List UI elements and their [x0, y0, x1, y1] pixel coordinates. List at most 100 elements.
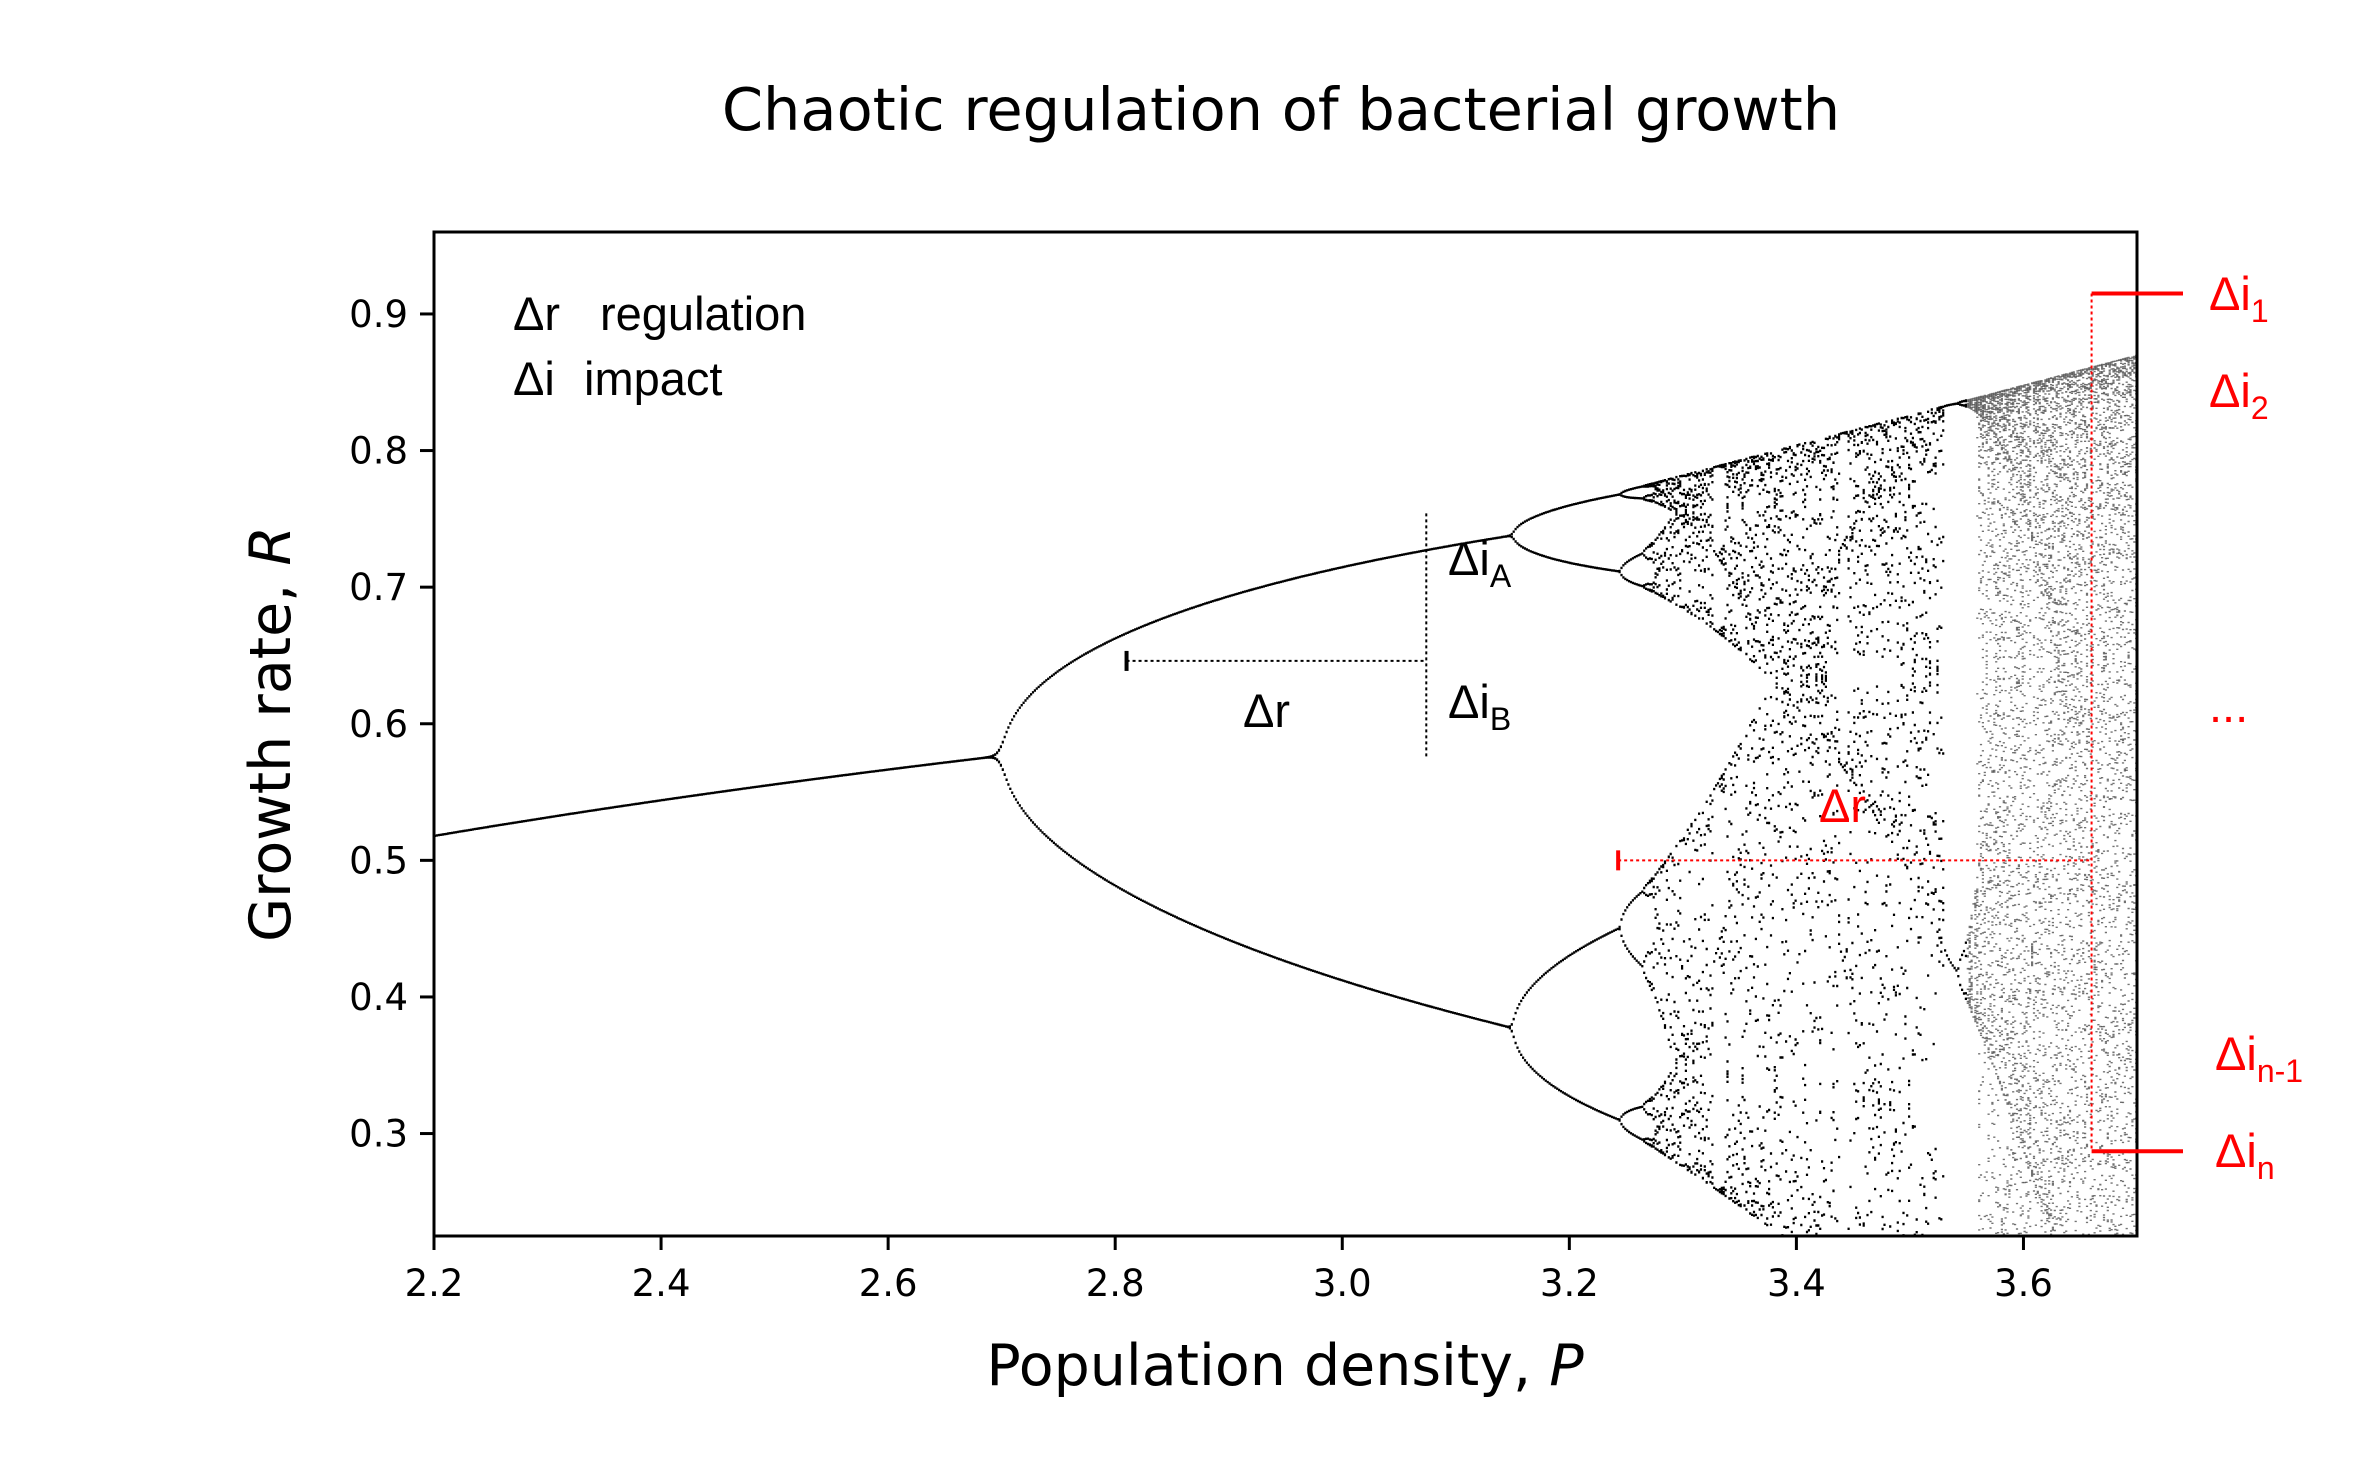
data-point [1563, 505, 1566, 1095]
data-point [1251, 588, 1254, 951]
data-point [1243, 590, 1247, 948]
data-point [1578, 501, 1581, 1104]
data-point [2025, 384, 2028, 1234]
data-point [1887, 425, 1890, 1192]
data-point [1798, 443, 1801, 956]
data-point [1628, 488, 1631, 1134]
red-delta-in1-main: Δi [2215, 1027, 2257, 1080]
data-point [1323, 570, 1326, 976]
data-point [1559, 506, 1563, 1093]
data-point [1472, 540, 1475, 1020]
x-tick-label: 2.6 [859, 1262, 918, 1305]
data-point [1824, 437, 1827, 1182]
data-point [1117, 635, 1120, 889]
data-point [1715, 465, 1718, 1191]
data-point [1170, 614, 1173, 916]
data-point [1930, 408, 1933, 1161]
data-point [1637, 486, 1640, 1139]
data-point [1365, 560, 1368, 989]
x-tick-label: 3.2 [1540, 1262, 1599, 1305]
data-point [1166, 615, 1169, 915]
red-delta-i2-sub: 2 [2251, 390, 2269, 426]
data-point [1185, 608, 1188, 923]
data-point [2000, 390, 2003, 1233]
data-point [1688, 473, 1691, 1171]
data-point [2085, 368, 2089, 1224]
data-point [1548, 510, 1551, 1085]
data-point [2099, 364, 2102, 1232]
x-tick-label: 2.8 [1086, 1262, 1145, 1305]
data-point [1908, 418, 1911, 1202]
data-point [2040, 380, 2043, 1228]
legend-line-1-word: regulation [600, 287, 806, 340]
data-point [1444, 545, 1447, 1012]
data-point [1995, 391, 1998, 1234]
data-point [2104, 362, 2107, 1236]
red-delta-in1-sub: n-1 [2257, 1053, 2303, 1089]
data-point [1156, 619, 1159, 910]
data-point [1771, 454, 1774, 1218]
data-point [1436, 546, 1440, 1010]
data-point [1476, 539, 1479, 1021]
data-point [1179, 610, 1182, 921]
data-point [1319, 570, 1322, 975]
data-point [2048, 377, 2051, 1223]
data-point [2051, 377, 2054, 1231]
data-point [2067, 373, 2070, 1221]
data-point [1113, 637, 1116, 887]
red-delta-in-label: Δin [2215, 1124, 2275, 1186]
data-point [1045, 679, 1048, 838]
data-point [1353, 563, 1356, 986]
data-point [1060, 667, 1063, 851]
data-point [2004, 389, 2007, 1231]
data-point [1062, 666, 1065, 852]
data-point [1843, 431, 1846, 973]
data-point [1550, 509, 1553, 1087]
data-point [1215, 598, 1218, 937]
data-point [1718, 464, 1721, 1194]
data-point [1145, 623, 1148, 904]
data-point [1050, 674, 1054, 843]
data-point [1374, 558, 1377, 992]
data-point [1079, 655, 1082, 865]
data-point [1431, 547, 1434, 1009]
x-axis-label-text: Population density, [986, 1333, 1549, 1399]
data-point [1202, 603, 1205, 931]
data-point [1809, 441, 1812, 1228]
data-point [1209, 600, 1212, 934]
data-point [1983, 394, 1986, 1218]
data-point [1308, 573, 1311, 971]
data-point [1728, 462, 1731, 1200]
data-point [1274, 582, 1277, 959]
data-point [1310, 573, 1313, 972]
data-point [1459, 542, 1462, 1016]
data-point [1003, 735, 1006, 776]
data-point [1461, 542, 1464, 1017]
data-point [1253, 587, 1256, 952]
data-point [1921, 415, 1924, 1237]
data-point [2078, 369, 2081, 1208]
data-point [1764, 452, 1767, 1225]
data-point [1703, 472, 1706, 1172]
data-point [1891, 419, 1894, 1193]
data-point [1168, 614, 1171, 916]
data-point [1137, 626, 1141, 900]
data-point [988, 755, 991, 759]
data-point [1124, 632, 1127, 893]
legend-line-2-symbol: Δi [513, 352, 555, 405]
data-point [1626, 489, 1629, 1132]
data-point [2068, 372, 2072, 1209]
data-point [1811, 440, 1814, 1206]
data-point [1665, 480, 1668, 1153]
data-point [1380, 557, 1383, 994]
data-point [1739, 459, 1742, 1208]
data-point [1031, 691, 1035, 824]
data-point [1266, 584, 1269, 956]
data-point [1173, 612, 1177, 918]
data-point [1357, 562, 1360, 987]
data-point [1932, 414, 1935, 1180]
data-point [1656, 481, 1659, 1151]
data-point [1592, 498, 1595, 1110]
data-point [1043, 680, 1046, 836]
data-point [1071, 660, 1074, 860]
